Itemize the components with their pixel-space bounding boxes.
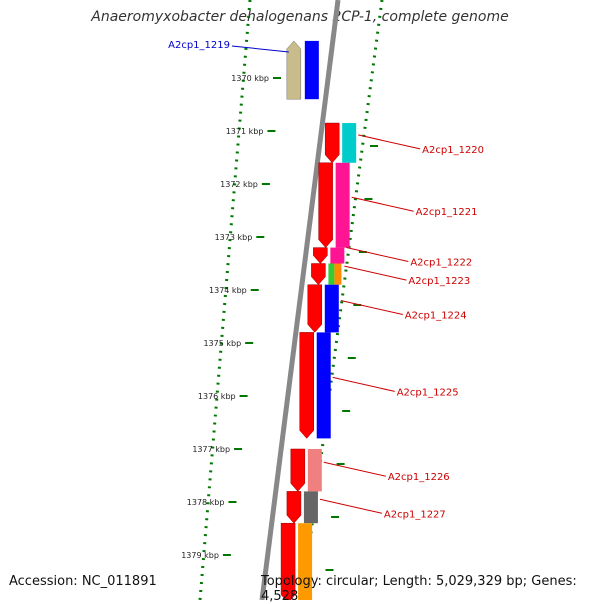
tick-label: 1370 kbp [231,74,269,83]
gene-leader-line [351,196,414,212]
gene-arrow [290,448,306,492]
cog-bar [316,332,331,439]
gene-label: A2cp1_1220 [422,145,484,156]
gene-leader-line [319,498,383,514]
gene-arrow [311,263,326,286]
cog-bar [324,284,339,333]
gene-leader-line [332,376,395,392]
tick-label: 1379 kbp [181,551,219,560]
cog-bar [342,123,357,163]
gene-leader-line [340,300,403,316]
tick-label: 1377 kbp [192,445,230,454]
gene-arrow [280,522,296,600]
gene-label: A2cp1_1223 [408,276,470,287]
tick-label: 1372 kbp [220,180,258,189]
gene-label: A2cp1_1225 [397,387,459,398]
backbone-line [259,0,341,600]
gene-arrow [286,491,302,524]
map-title: Anaeromyxobacter dehalogenans 2CP-1, com… [91,9,509,25]
cog-bar [335,162,350,248]
cog-bar [328,263,335,285]
cog-bar [330,247,345,264]
gene-arrow [324,122,340,164]
gene-label: A2cp1_1219 [168,40,230,51]
accession-text: Accession: NC_011891 [9,574,157,589]
gene-leader-line [358,134,421,150]
cog-bar [303,491,318,524]
tick-label: 1376 kbp [198,392,236,401]
gene-leader-line [231,45,289,53]
gene-label: A2cp1_1222 [410,258,472,269]
tick-label: 1378 kbp [187,498,225,507]
cog-bar [298,523,313,600]
gene-arrow [313,247,328,264]
cog-bar [334,263,342,285]
gene-leader-line [346,247,409,263]
track-boundary-left [198,0,252,600]
tick-label: 1371 kbp [226,127,264,136]
gene-arrow [299,332,314,439]
tick-label: 1375 kbp [203,339,241,348]
gene-label: A2cp1_1221 [416,207,478,218]
cog-bar [304,40,319,100]
gene-arrow [286,40,302,100]
gene-arrow [318,162,333,248]
gene-leader-line [323,461,386,477]
cog-bar [307,449,322,492]
tick-label: 1373 kbp [215,233,253,242]
gene-label: A2cp1_1226 [388,472,450,483]
gene-arrow [307,284,323,333]
gene-label: A2cp1_1227 [384,509,446,520]
gene-leader-line [344,265,407,281]
gene-label: A2cp1_1224 [405,311,467,322]
tick-label: 1374 kbp [209,286,247,295]
